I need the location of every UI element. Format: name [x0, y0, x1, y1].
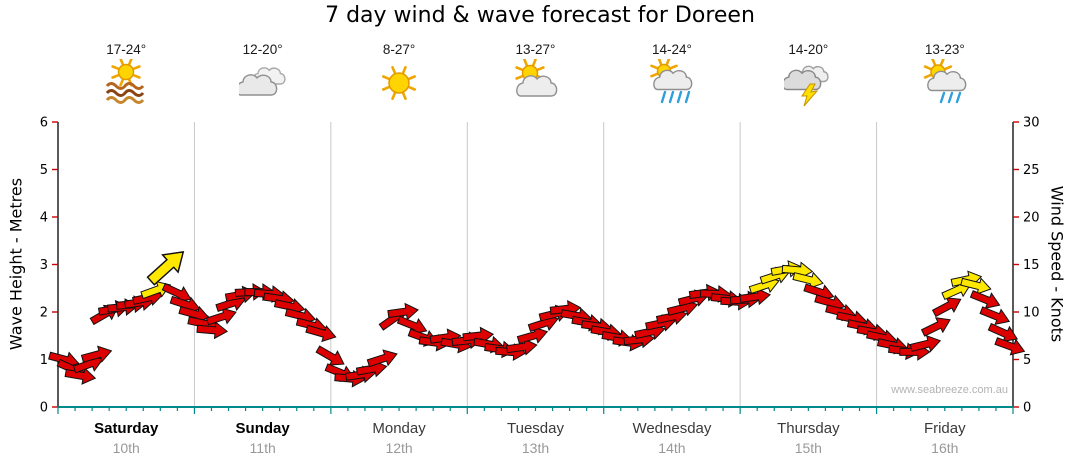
right-axis-ticks: 0 5 10 15 20 25 30 [1013, 116, 1040, 416]
wind-arrow [994, 337, 1026, 356]
bottom-axis-ticks [57, 407, 1014, 414]
day-name: Tuesday [507, 420, 564, 437]
wind-arrow [462, 326, 495, 345]
wind-arrow [739, 287, 771, 306]
day-header-tuesday: 13-27° [481, 42, 591, 112]
day-header-sunday: 12-20° [208, 42, 318, 112]
day-date: 16th [931, 440, 959, 456]
wind-arrow [505, 337, 538, 356]
partly-cloudy-icon [514, 59, 557, 97]
day-gridlines [193, 122, 878, 407]
day-header-monday: 8-27° [344, 42, 454, 112]
wind-arrow [80, 345, 113, 363]
day-footer-sunday: Sunday 11th [188, 420, 338, 456]
wind-arrow [516, 326, 549, 344]
page-title: 7 day wind & wave forecast for Doreen [325, 3, 755, 28]
wind-arrow [205, 307, 237, 326]
wind-arrow [387, 302, 419, 321]
axes [57, 122, 1014, 408]
showers-icon [650, 59, 693, 104]
day-date: 13th [521, 440, 550, 456]
tick-label: 25 [1023, 163, 1040, 178]
day-name: Sunday [235, 420, 290, 437]
day-date: 11th [249, 440, 276, 456]
day-date: 10th [112, 440, 140, 456]
day-header-thursday: 14-20° [753, 42, 863, 112]
day-header-wednesday: 14-24° [617, 42, 727, 112]
tick-label: 3 [40, 258, 48, 273]
day-footer-monday: Monday 12th [324, 420, 474, 456]
tick-label: 4 [40, 211, 48, 226]
tick-label: 15 [1023, 258, 1040, 273]
day-name: Saturday [94, 420, 159, 437]
temp-range: 13-27° [515, 42, 556, 57]
wind-arrow [305, 324, 337, 343]
wind-arrow [920, 317, 951, 337]
tick-label: 20 [1023, 211, 1040, 226]
day-footer-wednesday: Wednesday 14th [597, 420, 747, 456]
wind-arrow [987, 322, 1019, 343]
tick-label: 5 [1023, 353, 1031, 368]
temp-range: 14-20° [788, 42, 829, 57]
temp-range: 17-24° [106, 42, 147, 57]
cloudy-icon [238, 67, 286, 96]
tick-label: 6 [40, 116, 48, 131]
day-footer-tuesday: Tuesday 13th [461, 420, 611, 456]
tick-label: 1 [40, 353, 48, 368]
sun-haze-icon [106, 59, 145, 104]
day-name: Friday [923, 420, 966, 437]
wind-arrow [960, 277, 992, 295]
storm-icon [784, 65, 830, 107]
day-footer-friday: Friday 16th [870, 420, 1020, 456]
day-date: 15th [794, 440, 822, 456]
day-name: Wednesday [632, 420, 712, 437]
day-name: Thursday [777, 420, 840, 437]
tick-label: 10 [1023, 306, 1040, 321]
wind-arrow [366, 349, 398, 368]
tick-label: 0 [40, 401, 48, 416]
wind-arrow [196, 321, 229, 340]
wind-arrow [909, 335, 942, 353]
tick-label: 2 [40, 306, 48, 321]
wind-arrow [969, 290, 1001, 309]
wind-arrow [315, 345, 345, 366]
temp-range: 8-27° [382, 42, 416, 57]
tick-label: 5 [40, 163, 48, 178]
wind-arrow [781, 261, 814, 280]
tick-label: 30 [1023, 116, 1040, 131]
wind-arrow [931, 297, 962, 318]
temp-range: 14-24° [651, 42, 692, 57]
watermark: www.seabreeze.com.au [891, 384, 1008, 396]
wind-arrow [979, 306, 1011, 326]
tick-label: 0 [1023, 401, 1031, 416]
wind-arrow [792, 271, 824, 289]
left-axis-ticks: 0 1 2 3 4 5 6 [40, 116, 58, 416]
day-name: Monday [372, 420, 426, 437]
sunny-icon [382, 66, 417, 101]
day-footer-saturday: Saturday 10th [51, 420, 201, 456]
temp-range: 13-23° [924, 42, 965, 57]
wind-arrow [146, 250, 185, 286]
light-showers-icon [923, 59, 967, 104]
wind-arrow-series [48, 250, 1026, 388]
day-date: 12th [385, 440, 413, 456]
day-footer-thursday: Thursday 15th [733, 420, 883, 456]
temp-range: 12-20° [242, 42, 283, 57]
wind-arrow [64, 367, 97, 385]
day-header-friday: 13-23° [890, 42, 1000, 112]
day-date: 14th [658, 440, 686, 456]
day-header-saturday: 17-24° [71, 42, 181, 112]
